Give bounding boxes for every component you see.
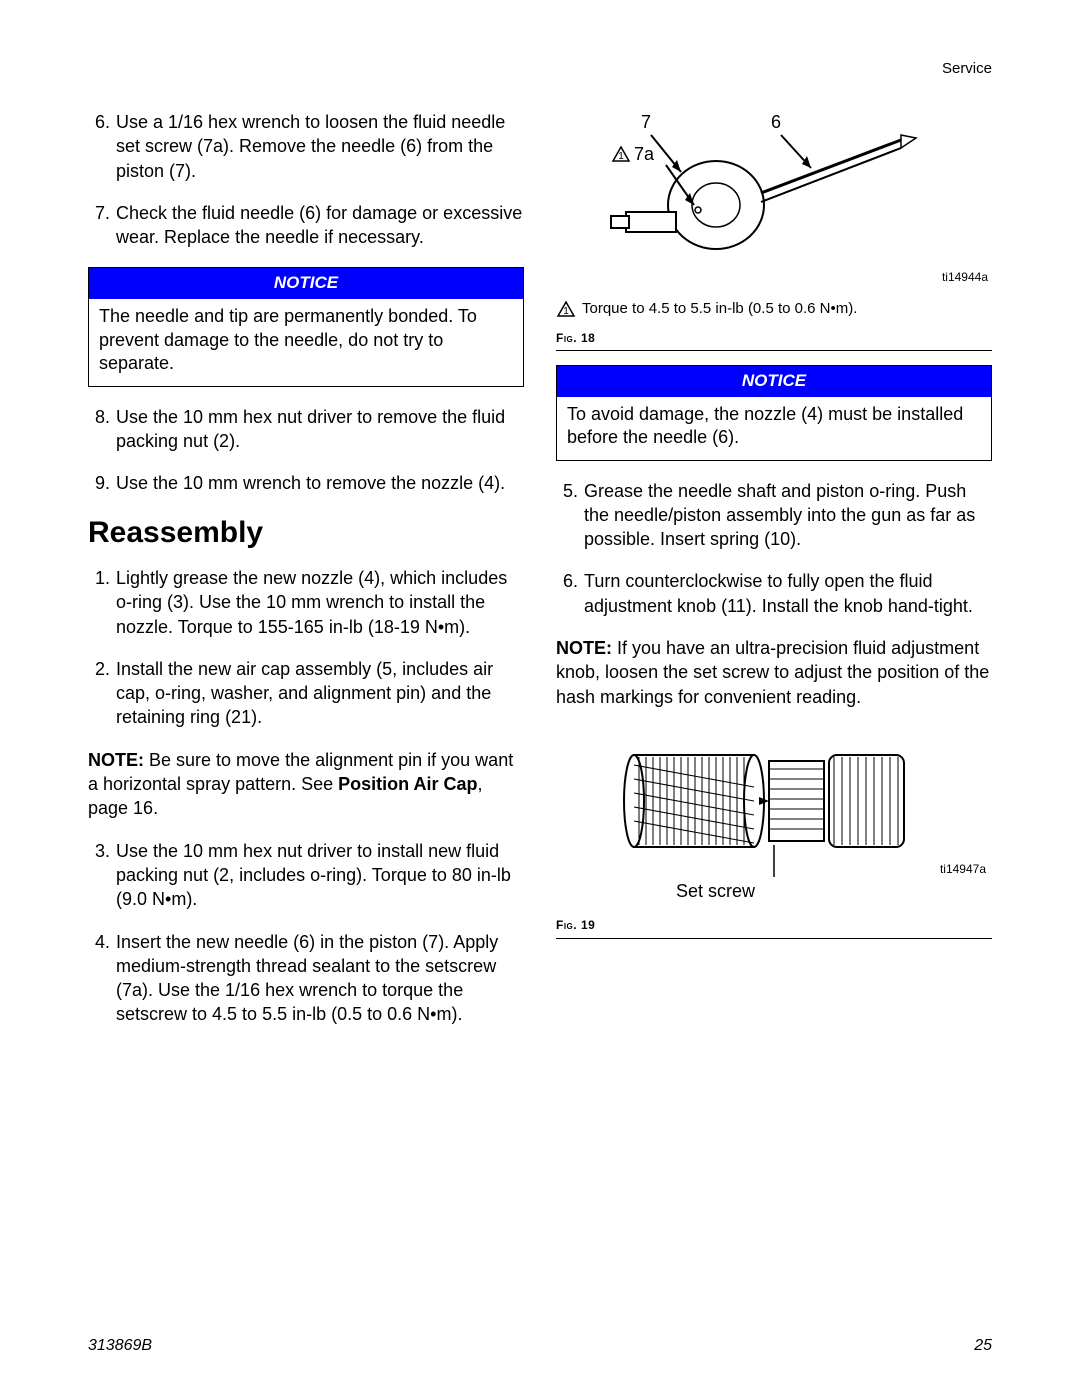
callout-7: 7 [641, 110, 651, 134]
step-r4: 4. Insert the new needle (6) in the pist… [88, 930, 524, 1027]
step-r5: 5. Grease the needle shaft and piston o-… [556, 479, 992, 552]
step-text: Use the 10 mm hex nut driver to remove t… [116, 405, 524, 454]
step-number: 3. [88, 839, 116, 912]
step-7: 7. Check the fluid needle (6) for damage… [88, 201, 524, 250]
step-text: Lightly grease the new nozzle (4), which… [116, 566, 524, 639]
fig19-img-id: ti14947a [940, 861, 986, 877]
notice-body: To avoid damage, the nozzle (4) must be … [557, 397, 991, 460]
step-number: 4. [88, 930, 116, 1027]
steps-group-a: 6. Use a 1/16 hex wrench to loosen the f… [88, 110, 524, 249]
callout-7a: 7a [634, 142, 654, 166]
step-number: 8. [88, 405, 116, 454]
steps-group-c: 1. Lightly grease the new nozzle (4), wh… [88, 566, 524, 730]
steps-group-b: 8. Use the 10 mm hex nut driver to remov… [88, 405, 524, 496]
svg-text:1: 1 [563, 306, 569, 317]
step-9: 9. Use the 10 mm wrench to remove the no… [88, 471, 524, 495]
notice-box-1: NOTICE The needle and tip are permanentl… [88, 267, 524, 386]
notice-box-2: NOTICE To avoid damage, the nozzle (4) m… [556, 365, 992, 461]
step-text: Use the 10 mm hex nut driver to install … [116, 839, 524, 912]
doc-number: 313869B [88, 1337, 152, 1355]
note-prefix: NOTE: [556, 638, 612, 658]
fig18-caption: Fig. 18 [556, 331, 595, 345]
triangle-1-icon: 1 [556, 300, 576, 318]
step-number: 9. [88, 471, 116, 495]
figure-18-svg [556, 110, 986, 285]
step-number: 6. [556, 569, 584, 618]
step-text: Grease the needle shaft and piston o-rin… [584, 479, 992, 552]
figure-19: ti14947a Set screw [556, 727, 992, 903]
fig19-setscrew-label: Set screw [676, 879, 755, 903]
svg-text:1: 1 [618, 151, 624, 162]
step-number: 7. [88, 201, 116, 250]
fig18-img-id: ti14944a [942, 269, 988, 285]
step-6: 6. Use a 1/16 hex wrench to loosen the f… [88, 110, 524, 183]
steps-group-e: 5. Grease the needle shaft and piston o-… [556, 479, 992, 618]
step-8: 8. Use the 10 mm hex nut driver to remov… [88, 405, 524, 454]
callout-6: 6 [771, 110, 781, 134]
step-number: 2. [88, 657, 116, 730]
step-text: Use a 1/16 hex wrench to loosen the flui… [116, 110, 524, 183]
steps-group-d: 3. Use the 10 mm hex nut driver to insta… [88, 839, 524, 1027]
reassembly-heading: Reassembly [88, 513, 524, 554]
step-text: Insert the new needle (6) in the piston … [116, 930, 524, 1027]
notice-header: NOTICE [557, 366, 991, 397]
step-text: Use the 10 mm wrench to remove the nozzl… [116, 471, 524, 495]
left-column: 6. Use a 1/16 hex wrench to loosen the f… [88, 110, 524, 1045]
notice-header: NOTICE [89, 268, 523, 299]
torque-note: 1 Torque to 4.5 to 5.5 in-lb (0.5 to 0.6… [556, 299, 992, 319]
figure-19-svg [604, 727, 944, 897]
note-2: NOTE: If you have an ultra-precision flu… [556, 636, 992, 709]
fig18-caption-row: Fig. 18 [556, 324, 992, 351]
step-number: 5. [556, 479, 584, 552]
content-columns: 6. Use a 1/16 hex wrench to loosen the f… [88, 110, 992, 1045]
note-1: NOTE: Be sure to move the alignment pin … [88, 748, 524, 821]
torque-text: Torque to 4.5 to 5.5 in-lb (0.5 to 0.6 N… [582, 299, 857, 319]
note-bold-ref: Position Air Cap [338, 774, 477, 794]
note-text: If you have an ultra-precision fluid adj… [556, 638, 989, 707]
page-footer: 313869B 25 [88, 1337, 992, 1355]
step-r3: 3. Use the 10 mm hex nut driver to insta… [88, 839, 524, 912]
step-text: Install the new air cap assembly (5, inc… [116, 657, 524, 730]
section-header: Service [942, 60, 992, 77]
note-prefix: NOTE: [88, 750, 144, 770]
step-number: 1. [88, 566, 116, 639]
step-text: Turn counterclockwise to fully open the … [584, 569, 992, 618]
step-r6: 6. Turn counterclockwise to fully open t… [556, 569, 992, 618]
callout-7a-wrap: 1 7a [611, 142, 654, 166]
notice-body: The needle and tip are permanently bonde… [89, 299, 523, 385]
step-text: Check the fluid needle (6) for damage or… [116, 201, 524, 250]
step-r1: 1. Lightly grease the new nozzle (4), wh… [88, 566, 524, 639]
right-column: 7 6 1 7a ti14944a 1 Torque to 4.5 to 5.5… [556, 110, 992, 1045]
figure-18: 7 6 1 7a ti14944a [556, 110, 992, 291]
step-number: 6. [88, 110, 116, 183]
page-number: 25 [974, 1337, 992, 1355]
triangle-1-icon: 1 [611, 145, 631, 163]
step-r2: 2. Install the new air cap assembly (5, … [88, 657, 524, 730]
fig19-caption-row: Fig. 19 [556, 911, 992, 938]
fig19-caption: Fig. 19 [556, 918, 595, 932]
